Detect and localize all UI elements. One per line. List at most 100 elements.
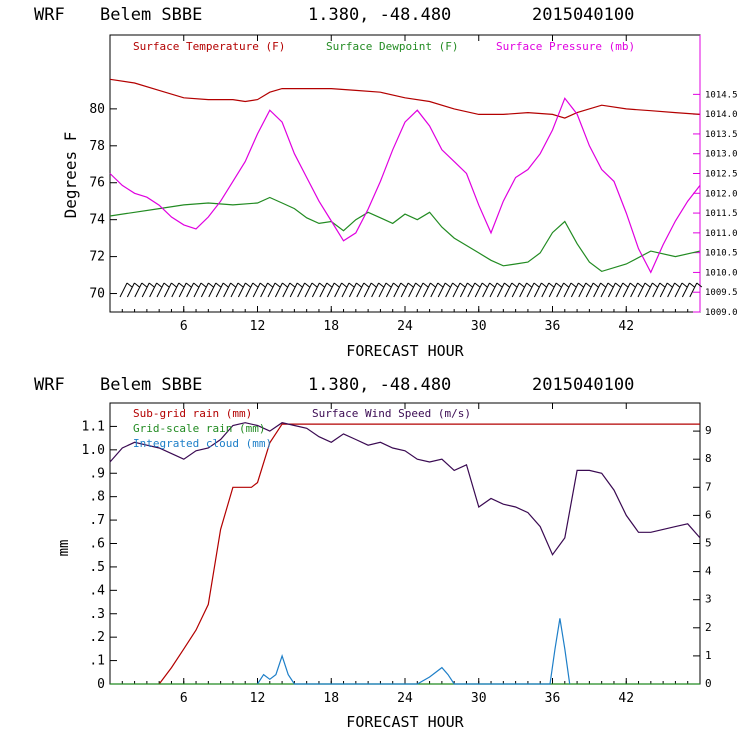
header-model: WRF bbox=[34, 375, 65, 395]
wind-barb-flag bbox=[363, 282, 370, 288]
wind-barb-flag bbox=[393, 282, 399, 288]
y2-tick-label: 0 bbox=[705, 677, 712, 690]
y2-tick-label: 1013.0 bbox=[705, 150, 738, 160]
wind-barb bbox=[289, 282, 298, 298]
wind-barb bbox=[326, 282, 335, 298]
wind-barb-flag bbox=[689, 282, 695, 288]
y-tick-label: .9 bbox=[89, 466, 105, 481]
legend-surface-temperature: Surface Temperature (F) bbox=[133, 40, 285, 53]
x-tick-label: 18 bbox=[323, 691, 339, 706]
wind-barb-flag bbox=[578, 282, 584, 288]
x-tick-label: 12 bbox=[250, 691, 266, 706]
wind-barb bbox=[408, 282, 417, 298]
wind-barb-flag bbox=[356, 282, 362, 288]
y-tick-label: .7 bbox=[89, 513, 105, 528]
wind-barb bbox=[519, 282, 528, 298]
y2-tick-label: 2 bbox=[705, 621, 712, 634]
y2-tick-label: 1009.5 bbox=[705, 288, 738, 298]
wind-barb-flag bbox=[185, 282, 192, 288]
y-tick-label: 1.1 bbox=[82, 419, 105, 434]
wind-barb-flag bbox=[659, 282, 666, 288]
wind-barb bbox=[482, 282, 491, 298]
series-integrated-cloud-mm bbox=[256, 618, 571, 685]
wind-barb bbox=[385, 282, 394, 298]
wind-barb-flag bbox=[282, 282, 288, 288]
wind-barb bbox=[496, 282, 505, 298]
wind-barb-flag bbox=[215, 282, 222, 288]
y2-tick-label: 9 bbox=[705, 424, 712, 437]
plot-marks: 6 12 18 24 30 36 420.1.2.3.4.5.6.7.8.91.01.101… bbox=[82, 403, 712, 706]
wind-barb-flag bbox=[452, 282, 458, 288]
wind-barb-flag bbox=[444, 282, 451, 288]
wind-barb-flag bbox=[681, 282, 688, 288]
temperature-pressure-chart: WRF Belem SBBE 1.380, -48.480 2015040100… bbox=[34, 5, 738, 360]
y-tick-label: 76 bbox=[89, 176, 105, 191]
y-tick-label: 0 bbox=[97, 677, 105, 692]
x-tick-label: 18 bbox=[323, 319, 339, 334]
wind-barb bbox=[607, 282, 616, 298]
x-tick-label: 36 bbox=[545, 691, 561, 706]
wind-barb-flag bbox=[415, 282, 421, 288]
wind-barb-flag bbox=[533, 282, 540, 288]
wind-barb bbox=[230, 282, 239, 298]
wind-barb-flag bbox=[134, 282, 140, 288]
y-tick-label: 80 bbox=[89, 102, 105, 117]
y-tick-label: .8 bbox=[89, 490, 105, 505]
wind-barb-flag bbox=[319, 282, 325, 288]
wind-barb bbox=[126, 282, 135, 298]
x-tick-label: 12 bbox=[250, 319, 266, 334]
wind-barb bbox=[474, 282, 483, 298]
wind-barb bbox=[600, 282, 609, 298]
wind-barb-flag bbox=[467, 282, 473, 288]
x-tick-label: 42 bbox=[618, 319, 634, 334]
wind-barb-flag bbox=[481, 282, 488, 288]
wind-barb bbox=[504, 282, 513, 298]
wind-barb bbox=[644, 282, 653, 298]
y-axis-label: mm bbox=[56, 540, 72, 557]
legend: Sub-grid rain (mm) Grid-scale rain (mm) … bbox=[133, 407, 471, 450]
wind-barb-flag bbox=[230, 282, 236, 288]
y2-tick-label: 1014.5 bbox=[705, 90, 738, 100]
legend-surface-pressure: Surface Pressure (mb) bbox=[496, 40, 635, 53]
wind-barb bbox=[282, 282, 291, 298]
y-tick-label: 1.0 bbox=[82, 443, 105, 458]
wind-barb-flag bbox=[526, 282, 532, 288]
wind-barb bbox=[334, 282, 343, 298]
wind-barb bbox=[637, 282, 646, 298]
y2-tick-label: 1012.0 bbox=[705, 189, 738, 199]
wind-barb-flag bbox=[148, 282, 155, 288]
wind-barb bbox=[667, 282, 676, 298]
wind-barb-flag bbox=[289, 282, 296, 288]
y-tick-label: .1 bbox=[89, 654, 105, 669]
wind-barb bbox=[186, 282, 195, 298]
x-axis-label: FORECAST HOUR bbox=[346, 342, 464, 360]
wind-barb-flag bbox=[652, 282, 658, 288]
legend: Surface Temperature (F) Surface Dewpoint… bbox=[133, 40, 635, 53]
header-model: WRF bbox=[34, 5, 65, 25]
wind-barb-flag bbox=[274, 282, 281, 288]
wind-barb-flag bbox=[607, 282, 614, 288]
wind-barb bbox=[311, 282, 320, 298]
y2-tick-label: 1011.0 bbox=[705, 229, 738, 239]
y-tick-label: 70 bbox=[89, 287, 105, 302]
chart-header: WRF Belem SBBE 1.380, -48.480 2015040100 bbox=[34, 375, 634, 395]
wind-barb bbox=[267, 282, 276, 298]
y2-tick-label: 7 bbox=[705, 480, 712, 493]
x-tick-label: 30 bbox=[471, 319, 487, 334]
wind-barb-flag bbox=[585, 282, 592, 288]
y-tick-label: .6 bbox=[89, 537, 105, 552]
wind-barb bbox=[260, 282, 269, 298]
wind-barb bbox=[319, 282, 328, 298]
wind-barb-flag bbox=[156, 282, 162, 288]
wind-barb-flag bbox=[674, 282, 680, 288]
wind-barb bbox=[363, 282, 372, 298]
x-tick-label: 6 bbox=[180, 691, 188, 706]
wind-barb-flag bbox=[637, 282, 643, 288]
wind-barb bbox=[622, 282, 631, 298]
wind-barb bbox=[467, 282, 476, 298]
series-surface-dewpoint-f bbox=[109, 196, 701, 273]
chart-header: WRF Belem SBBE 1.380, -48.480 2015040100 bbox=[34, 5, 634, 25]
legend-subgrid-rain: Sub-grid rain (mm) bbox=[133, 407, 252, 420]
wind-barb-flag bbox=[489, 282, 495, 288]
